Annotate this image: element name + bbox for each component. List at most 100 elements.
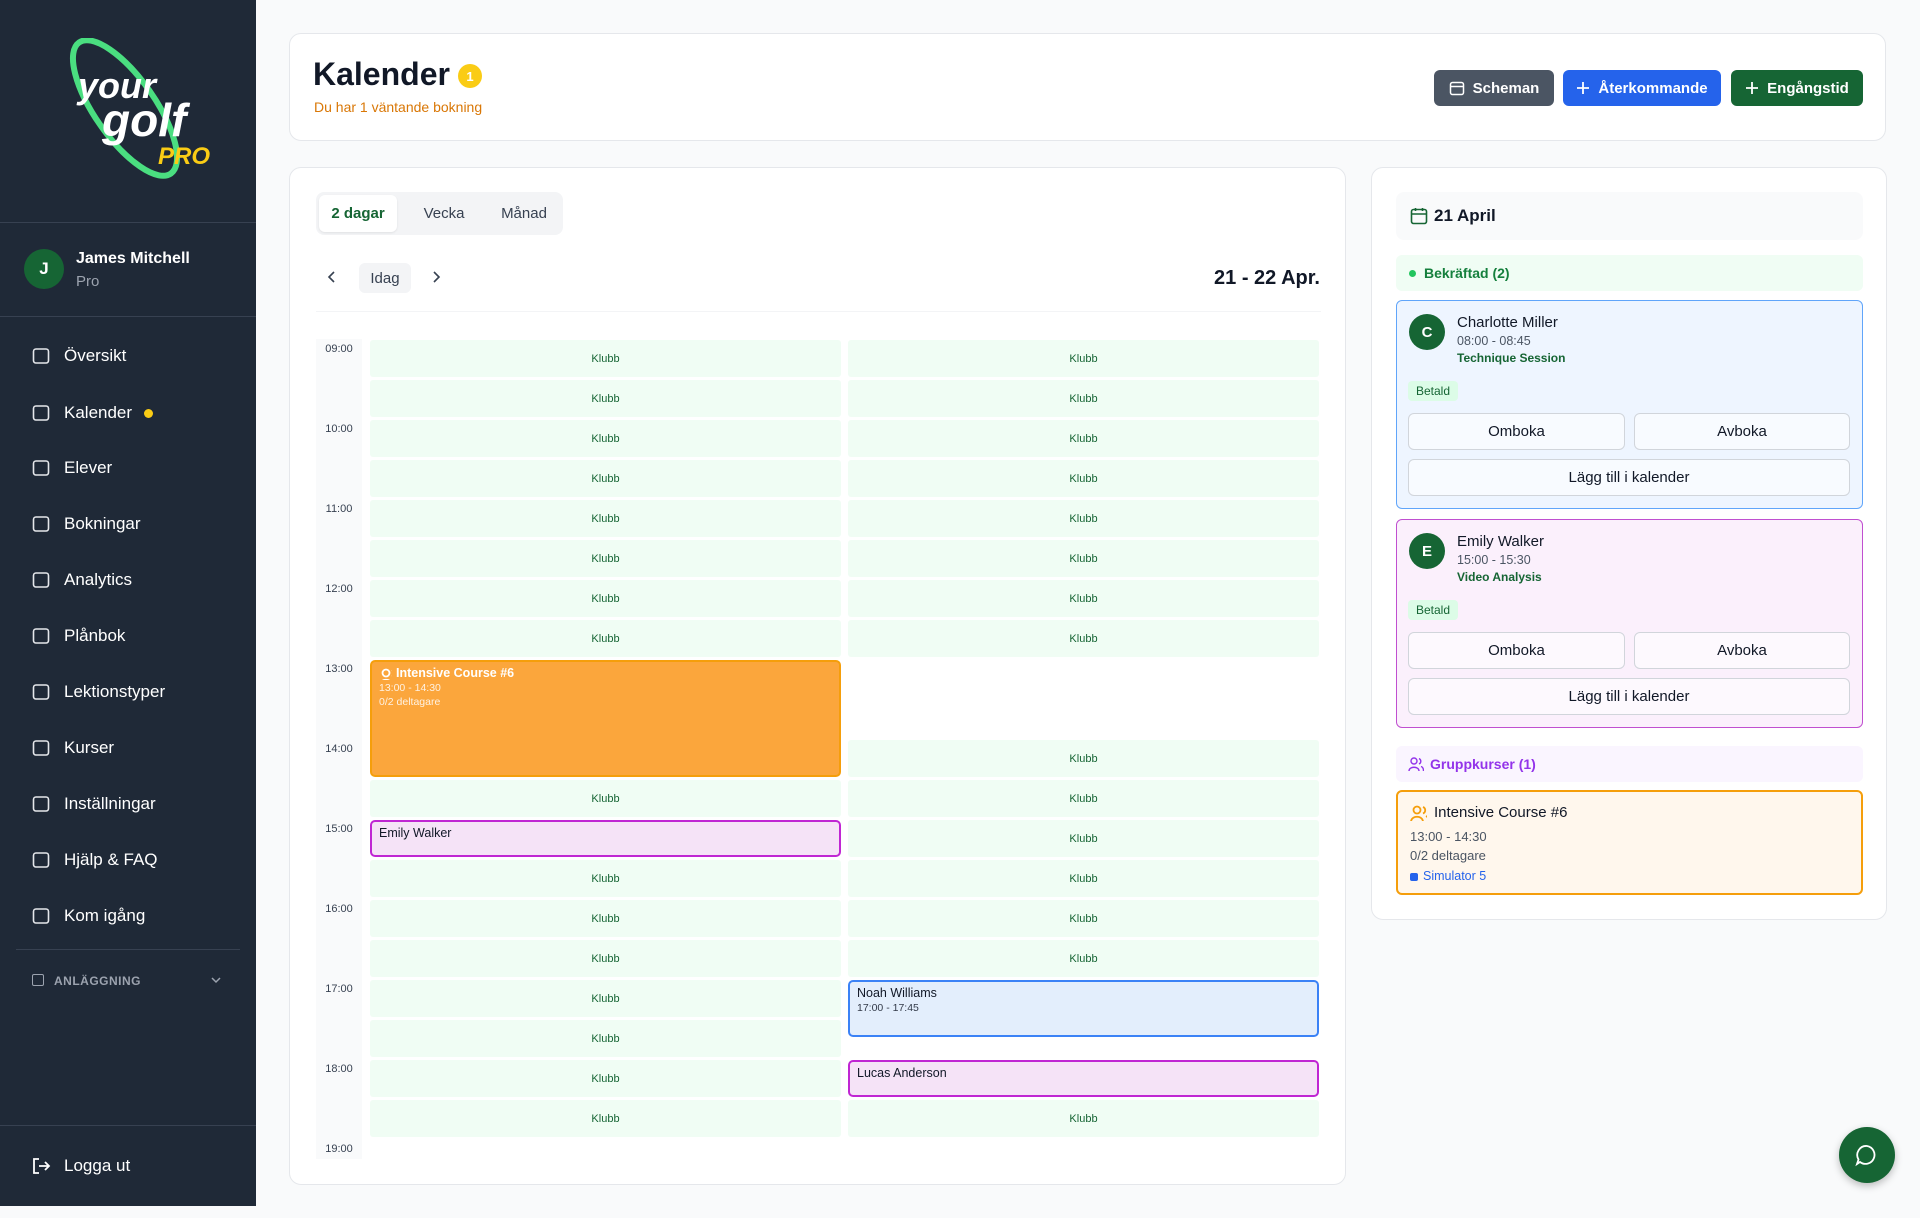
calendar-event[interactable]: Lucas Anderson xyxy=(848,1060,1319,1097)
event-title-row: Intensive Course #6 xyxy=(379,666,832,680)
club-slot: Klubb xyxy=(848,380,1319,417)
icon xyxy=(1410,805,1427,821)
page-title: Kalender xyxy=(313,56,450,92)
nav-item[interactable]: Analytics xyxy=(0,564,256,596)
club-slot: Klubb xyxy=(370,900,841,937)
cancel-button[interactable]: Avboka xyxy=(1634,632,1850,669)
graphic xyxy=(381,669,392,680)
nav-item[interactable]: Kalender xyxy=(0,397,256,429)
nav-item[interactable]: Plånbok xyxy=(0,620,256,652)
add-calendar-button[interactable]: Lägg till i kalender xyxy=(1408,678,1850,715)
cancel-button[interactable]: Avboka xyxy=(1634,413,1850,450)
group-label: Gruppkurser (1) xyxy=(1430,756,1536,772)
view-tabs: 2 dagar Vecka Månad xyxy=(316,192,563,235)
club-slot: Klubb xyxy=(370,540,841,577)
schedule-button[interactable]: Scheman xyxy=(1434,70,1554,106)
graphic xyxy=(1577,82,1590,94)
today-button[interactable]: Idag xyxy=(359,263,411,293)
club-slot: Klubb xyxy=(370,500,841,537)
single-button[interactable]: Engångstid xyxy=(1731,70,1863,106)
hour-label: 11:00 xyxy=(325,503,353,515)
calendar-event[interactable]: Noah Williams 17:00 - 17:45 xyxy=(848,980,1319,1037)
event-time: 17:00 - 17:45 xyxy=(857,1002,919,1014)
view-tab[interactable]: Vecka xyxy=(423,205,465,222)
graphic xyxy=(1449,81,1464,96)
calendar-event[interactable]: Intensive Course #6 13:00 - 14:30 0/2 delt… xyxy=(370,660,841,777)
sidebar: your golf PRO J James Mitchell Pro Övers… xyxy=(0,0,256,1206)
logo: your golf PRO xyxy=(69,38,210,179)
logout[interactable]: Logga ut xyxy=(64,1156,131,1175)
club-slot: Klubb xyxy=(370,1020,841,1057)
recurring-button[interactable]: Återkommande xyxy=(1563,70,1721,106)
avatar: C xyxy=(1409,314,1445,350)
nav-item[interactable]: Kurser xyxy=(0,732,256,764)
hour-label: 17:00 xyxy=(325,983,353,995)
nav-item[interactable]: Elever xyxy=(0,452,256,484)
day-panel: 21 April Bekräftad (2) C Charlotte Miller… xyxy=(1371,167,1887,920)
nav-item[interactable]: Hjälp & FAQ xyxy=(0,844,256,876)
club-slot: Klubb xyxy=(370,420,841,457)
club-slot: Klubb xyxy=(370,1060,841,1097)
lesson-type: Video Analysis xyxy=(1457,570,1542,584)
avatar: E xyxy=(1409,533,1445,569)
graphic xyxy=(32,740,50,756)
nav-label: Plånbok xyxy=(64,626,126,645)
header-card: Kalender 1 Du har 1 väntande bokning Sch… xyxy=(289,33,1886,141)
icon xyxy=(32,796,50,812)
nav-label: Analytics xyxy=(64,570,133,589)
chat-button[interactable] xyxy=(1839,1127,1895,1183)
icon xyxy=(1449,81,1464,96)
rebook-button[interactable]: Omboka xyxy=(1408,413,1625,450)
icon xyxy=(32,460,50,476)
club-slot: Klubb xyxy=(848,620,1319,657)
page-subtitle: Du har 1 väntande bokning xyxy=(314,99,483,115)
course-card[interactable]: Intensive Course #6 13:00 - 14:30 0/2 delt… xyxy=(1396,790,1863,895)
logo-golf: golf xyxy=(101,94,191,146)
club-slot: Klubb xyxy=(848,1100,1319,1137)
club-slot: Klubb xyxy=(848,860,1319,897)
payment-status: Betald xyxy=(1408,381,1459,401)
graphic xyxy=(1410,208,1428,225)
logout-icon xyxy=(33,1158,51,1174)
nav-item[interactable]: Översikt xyxy=(0,340,256,372)
icon xyxy=(32,628,50,644)
view-tab[interactable]: Månad xyxy=(501,205,547,222)
graphic xyxy=(32,348,50,364)
avatar: J xyxy=(24,249,64,289)
user-role: Pro xyxy=(76,273,100,290)
club-slot: Klubb xyxy=(370,940,841,977)
graphic xyxy=(1855,1145,1876,1167)
nav-label: Bokningar xyxy=(64,514,141,533)
event-name: Noah Williams xyxy=(857,986,937,1000)
nav-item[interactable]: Inställningar xyxy=(0,788,256,820)
nav-item[interactable]: Bokningar xyxy=(0,508,256,540)
hour-label: 15:00 xyxy=(325,823,353,835)
time-column xyxy=(316,339,362,1159)
graphic xyxy=(1408,757,1424,772)
add-calendar-button[interactable]: Lägg till i kalender xyxy=(1408,459,1850,496)
next-button[interactable] xyxy=(429,270,443,284)
nav-label: Elever xyxy=(64,458,113,477)
section-label[interactable]: ANLÄGGNING xyxy=(54,974,141,988)
icon xyxy=(32,572,50,588)
club-slot: Klubb xyxy=(848,540,1319,577)
club-slot: Klubb xyxy=(370,860,841,897)
nav-item[interactable]: Lektionstyper xyxy=(0,676,256,708)
course-location: Simulator 5 xyxy=(1423,869,1487,883)
graphic xyxy=(327,271,335,283)
button-label: Engångstid xyxy=(1767,79,1849,97)
divider xyxy=(0,1125,256,1126)
logo-your: your xyxy=(76,65,158,106)
club-slot: Klubb xyxy=(848,940,1319,977)
calendar-event[interactable]: Emily Walker xyxy=(370,820,841,857)
rebook-button[interactable]: Omboka xyxy=(1408,632,1625,669)
icon xyxy=(32,405,50,421)
prev-button[interactable] xyxy=(325,270,339,284)
button-label: Scheman xyxy=(1472,79,1540,97)
nav-item[interactable]: Kom igång xyxy=(0,900,256,932)
graphic xyxy=(32,405,50,421)
graphic xyxy=(32,908,50,924)
view-tab[interactable]: 2 dagar xyxy=(319,195,397,232)
